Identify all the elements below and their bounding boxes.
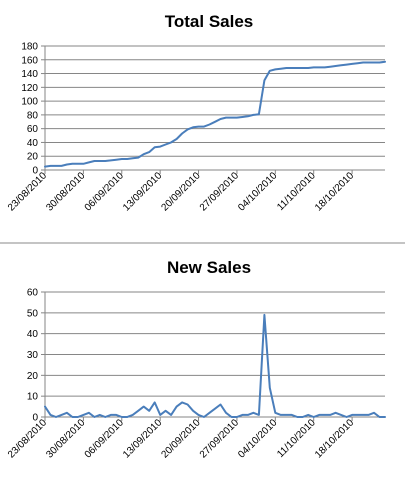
y-tick-label: 10 (27, 392, 39, 403)
x-tick-label: 18/10/2010 (313, 417, 356, 460)
new-sales-chart: New Sales 0 10 20 30 40 50 60 23/08/201030/08/20… (6, 258, 386, 461)
y-tick-label: 80 (27, 110, 39, 121)
x-tick-label: 04/10/2010 (236, 417, 279, 460)
x-tick-label: 23/08/2010 (6, 417, 49, 460)
y-tick-label: 0 (32, 166, 38, 177)
x-tick-label: 30/08/2010 (44, 170, 87, 213)
y-tick-label: 100 (21, 97, 38, 108)
x-tick-label: 20/09/2010 (159, 170, 202, 213)
x-tick-label: 11/10/2010 (275, 170, 318, 213)
y-tick-label: 50 (27, 308, 39, 319)
y-tick-label: 30 (27, 350, 39, 361)
series-line (44, 60, 386, 168)
y-tick-label: 60 (27, 124, 39, 135)
series-line (44, 313, 386, 418)
x-tick-label: 30/08/2010 (44, 417, 87, 460)
total-sales-chart: Total Sales 0 20 40 60 80 100 120 140 160 180 23/08… (6, 12, 386, 214)
y-tick-label: 180 (21, 42, 38, 53)
x-tick-label: 06/09/2010 (83, 170, 126, 213)
x-tick-label: 13/09/2010 (121, 417, 164, 460)
y-tick-label: 60 (27, 288, 39, 299)
chart-title: New Sales (167, 258, 251, 277)
chart-title: Total Sales (165, 12, 254, 31)
x-tick-label: 18/10/2010 (313, 170, 356, 213)
x-tick-label: 06/09/2010 (83, 417, 126, 460)
x-tick-label: 27/09/2010 (198, 417, 241, 460)
y-tick-label: 140 (21, 69, 38, 80)
y-tick-label: 40 (27, 329, 39, 340)
x-tick-label: 20/09/2010 (159, 417, 202, 460)
x-tick-label: 23/08/2010 (6, 170, 49, 213)
y-tick-label: 40 (27, 138, 39, 149)
x-tick-label: 13/09/2010 (121, 170, 164, 213)
x-tick-label: 11/10/2010 (275, 417, 318, 460)
x-tick-label: 27/09/2010 (198, 170, 241, 213)
y-tick-label: 0 (32, 413, 38, 424)
y-tick-label: 20 (27, 371, 39, 382)
y-tick-label: 120 (21, 83, 38, 94)
x-tick-label: 04/10/2010 (236, 170, 279, 213)
y-tick-label: 160 (21, 55, 38, 66)
y-tick-label: 20 (27, 152, 39, 163)
